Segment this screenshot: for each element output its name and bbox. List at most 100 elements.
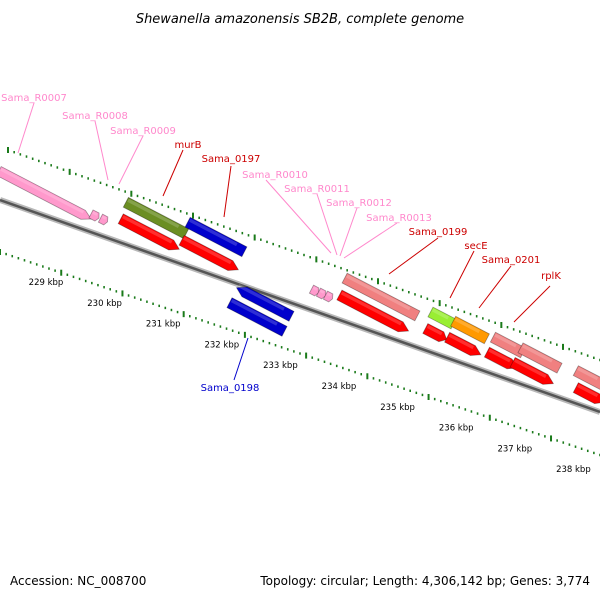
feature-pink-small-shape bbox=[308, 284, 320, 297]
feature-orange-block bbox=[450, 315, 490, 345]
feature-blue-block bbox=[184, 216, 248, 258]
leader-line bbox=[513, 285, 551, 323]
feature-Sama_0198-block-highlight bbox=[230, 299, 278, 326]
feature-salmon-block-shape bbox=[489, 331, 527, 359]
feature-cds-arrow bbox=[483, 346, 518, 370]
feature-pink-small-shape bbox=[97, 213, 109, 226]
map-title: Shewanella amazonensis SB2B, complete ge… bbox=[136, 12, 464, 27]
feature-salmon-block bbox=[489, 331, 527, 359]
feature-label: Sama_R0007 bbox=[1, 93, 67, 104]
feature-cds-arrow-highlight bbox=[426, 324, 443, 336]
feature-pink-small-highlight bbox=[326, 292, 332, 297]
feature-orange-block-highlight bbox=[454, 317, 481, 334]
leader-line bbox=[233, 337, 249, 381]
feature-cds-arrow bbox=[444, 331, 482, 356]
feature-label: Sama_R0012 bbox=[326, 198, 392, 209]
feature-pink-arrow bbox=[0, 166, 92, 220]
feature-lime-block-highlight bbox=[431, 308, 449, 320]
feature-cds-arrow-shape bbox=[572, 382, 600, 404]
feature-pink-small bbox=[97, 213, 109, 226]
feature-label: murB bbox=[174, 140, 201, 151]
feature-cds-arrow bbox=[117, 213, 180, 251]
leader-line bbox=[94, 120, 109, 181]
feature-pink-small bbox=[308, 284, 320, 297]
leader-line bbox=[478, 265, 512, 309]
feature-murB-block-highlight bbox=[127, 198, 180, 229]
feature-cds-arrow-highlight bbox=[122, 215, 173, 244]
leader-line bbox=[223, 165, 232, 218]
scale-label: 229 kbp bbox=[29, 278, 64, 288]
feature-label: Sama_R0010 bbox=[242, 170, 308, 181]
feature-pink-arrow-shape bbox=[0, 166, 92, 220]
feature-label: Sama_R0013 bbox=[366, 213, 432, 224]
feature-orange-block-shape bbox=[450, 315, 490, 345]
scale-label: 231 kbp bbox=[146, 320, 181, 330]
feature-Sama_0198-arrow bbox=[235, 284, 295, 322]
feature-pink-small bbox=[315, 287, 327, 300]
feature-salmon-block-highlight bbox=[494, 333, 517, 348]
feature-label: Sama_R0011 bbox=[284, 184, 350, 195]
feature-label: Sama_0201 bbox=[482, 255, 541, 266]
feature-cds-arrow bbox=[336, 289, 410, 333]
feature-salmon-block-shape bbox=[572, 365, 600, 391]
feature-salmon-block-highlight bbox=[577, 367, 599, 381]
feature-pink-small-highlight bbox=[101, 215, 107, 220]
feature-salmon-block bbox=[341, 272, 421, 322]
genome-stats: Topology: circular; Length: 4,306,142 bp… bbox=[260, 574, 590, 588]
scale-label: 235 kbp bbox=[380, 403, 415, 413]
map-content: Sama_R0007Sama_R0008Sama_R0009murBSama_0… bbox=[0, 93, 600, 475]
feature-cds-arrow-highlight bbox=[448, 333, 475, 350]
feature-cds-arrow-highlight bbox=[577, 384, 599, 398]
feature-Sama_0198-block-shape bbox=[226, 297, 288, 337]
feature-Sama_0198-block bbox=[226, 297, 288, 337]
scale-label: 233 kbp bbox=[263, 361, 298, 371]
leader-line bbox=[339, 207, 358, 257]
feature-pink-arrow-highlight bbox=[0, 167, 85, 214]
feature-salmon-block-highlight bbox=[521, 344, 553, 363]
feature-label: Sama_R0008 bbox=[62, 111, 128, 122]
feature-cds-arrow-shape bbox=[178, 234, 240, 271]
feature-cds-arrow-shape bbox=[444, 331, 482, 356]
feature-cds-arrow bbox=[509, 356, 555, 385]
scale-label: 234 kbp bbox=[322, 382, 357, 392]
accession-label: Accession: NC_008700 bbox=[10, 574, 147, 588]
feature-lime-block bbox=[427, 306, 457, 330]
leader-line bbox=[265, 179, 332, 254]
feature-salmon-block bbox=[517, 342, 563, 374]
feature-salmon-block-highlight bbox=[346, 274, 411, 311]
feature-cds-arrow bbox=[178, 234, 240, 271]
leader-line bbox=[118, 135, 144, 185]
feature-label: Sama_R0009 bbox=[110, 126, 176, 137]
feature-cds-arrow-highlight bbox=[183, 236, 232, 265]
feature-salmon-block-shape bbox=[517, 342, 563, 374]
feature-pink-small bbox=[88, 209, 100, 222]
feature-lime-block-shape bbox=[427, 306, 457, 330]
feature-label: Sama_0199 bbox=[409, 227, 468, 238]
feature-salmon-block-shape bbox=[341, 272, 421, 322]
feature-pink-small-shape bbox=[322, 290, 334, 303]
feature-cds-arrow-shape bbox=[422, 323, 448, 343]
feature-label: secE bbox=[464, 241, 487, 252]
backbone-line bbox=[0, 198, 600, 414]
leader-line bbox=[449, 250, 475, 299]
feature-cds-arrow bbox=[422, 323, 448, 343]
leader-line bbox=[388, 237, 439, 275]
feature-cds-arrow-shape bbox=[336, 289, 410, 333]
feature-label: Sama_0198 bbox=[201, 383, 260, 394]
feature-pink-small bbox=[322, 290, 334, 303]
scale-label: 237 kbp bbox=[497, 444, 532, 454]
feature-salmon-block bbox=[572, 365, 600, 391]
leader-line bbox=[17, 102, 35, 154]
feature-cds-arrow-shape bbox=[117, 213, 180, 251]
feature-pink-small-shape bbox=[315, 287, 327, 300]
feature-pink-small-highlight bbox=[319, 289, 325, 294]
feature-cds-arrow bbox=[572, 382, 600, 404]
feature-cds-arrow-shape bbox=[483, 346, 518, 370]
feature-cds-arrow-shape bbox=[509, 356, 555, 385]
feature-label: Sama_0197 bbox=[202, 154, 261, 165]
feature-pink-small-highlight bbox=[92, 211, 98, 216]
feature-pink-small-shape bbox=[88, 209, 100, 222]
leader-line bbox=[343, 222, 398, 259]
feature-label: rplK bbox=[541, 271, 561, 282]
